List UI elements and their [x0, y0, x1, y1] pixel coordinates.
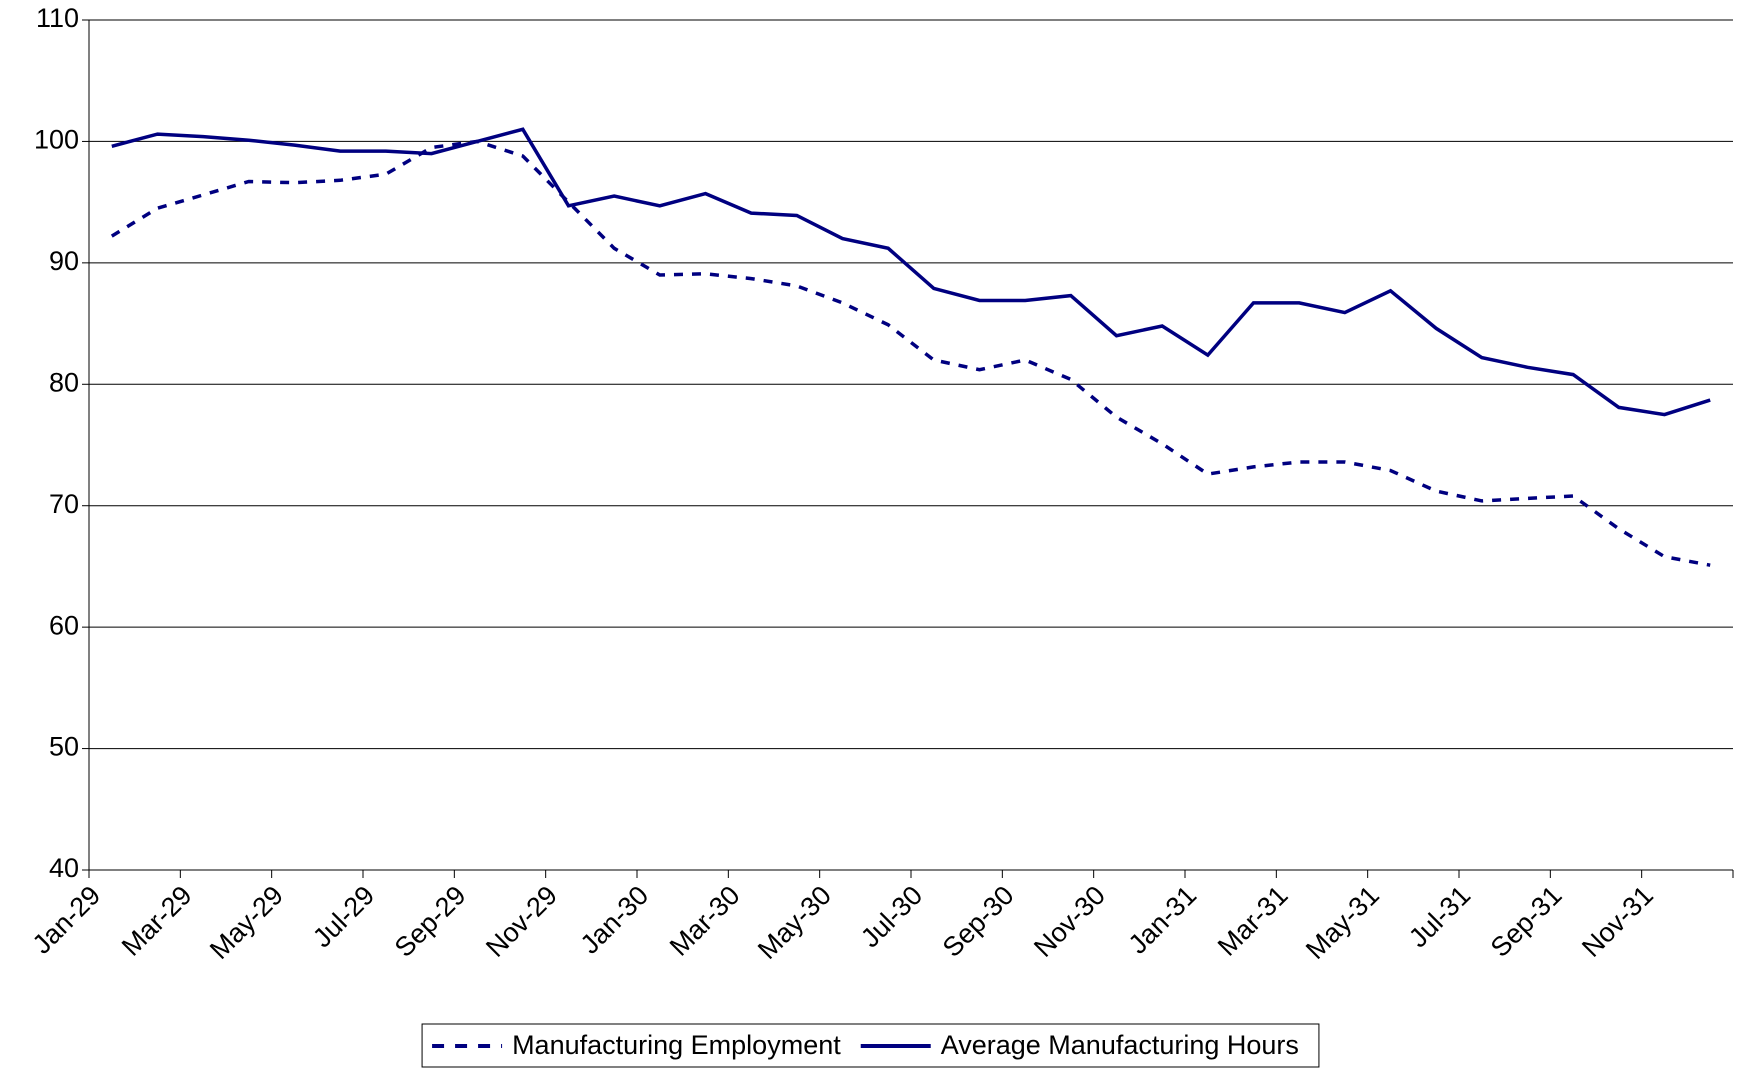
- line-series: [110, 139, 1711, 567]
- y-tick-label: 80: [49, 367, 79, 397]
- y-tick-label: 50: [49, 732, 79, 762]
- legend: Manufacturing Employment Average Manufact…: [421, 1023, 1320, 1068]
- x-tick-label: Sep-29: [389, 880, 472, 963]
- x-tick-label: Nov-29: [480, 880, 563, 963]
- x-tick-label: Jul-30: [855, 880, 928, 953]
- x-tick-label: Sep-30: [937, 880, 1020, 963]
- y-tick-label: 40: [49, 853, 79, 883]
- x-tick-label: Jul-29: [307, 880, 380, 953]
- x-tick-label: Mar-31: [1212, 880, 1294, 962]
- x-tick-label: Jul-31: [1403, 880, 1476, 953]
- line-series: [111, 127, 1711, 417]
- x-tick-label: Jan-29: [27, 880, 107, 960]
- legend-label: Manufacturing Employment: [512, 1030, 841, 1060]
- y-tick-label: 70: [49, 489, 79, 519]
- x-tick-label: May-31: [1300, 880, 1385, 965]
- x-tick-label: Jan-30: [575, 880, 655, 960]
- x-tick-label: Nov-31: [1576, 880, 1659, 963]
- x-tick-label: May-30: [752, 880, 837, 965]
- x-tick-label: Nov-30: [1028, 880, 1111, 963]
- x-tick-label: Jan-31: [1123, 880, 1203, 960]
- y-tick-label: 90: [49, 246, 79, 276]
- x-tick-label: May-29: [204, 880, 289, 965]
- y-tick-label: 100: [34, 125, 79, 155]
- x-tick-label: Mar-29: [116, 880, 198, 962]
- legend-label: Average Manufacturing Hours: [941, 1030, 1299, 1060]
- y-tick-label: 60: [49, 610, 79, 640]
- x-tick-label: Mar-30: [664, 880, 746, 962]
- x-tick-label: Sep-31: [1485, 880, 1568, 963]
- y-tick-label: 110: [36, 3, 79, 33]
- legend-box: [421, 1023, 1320, 1068]
